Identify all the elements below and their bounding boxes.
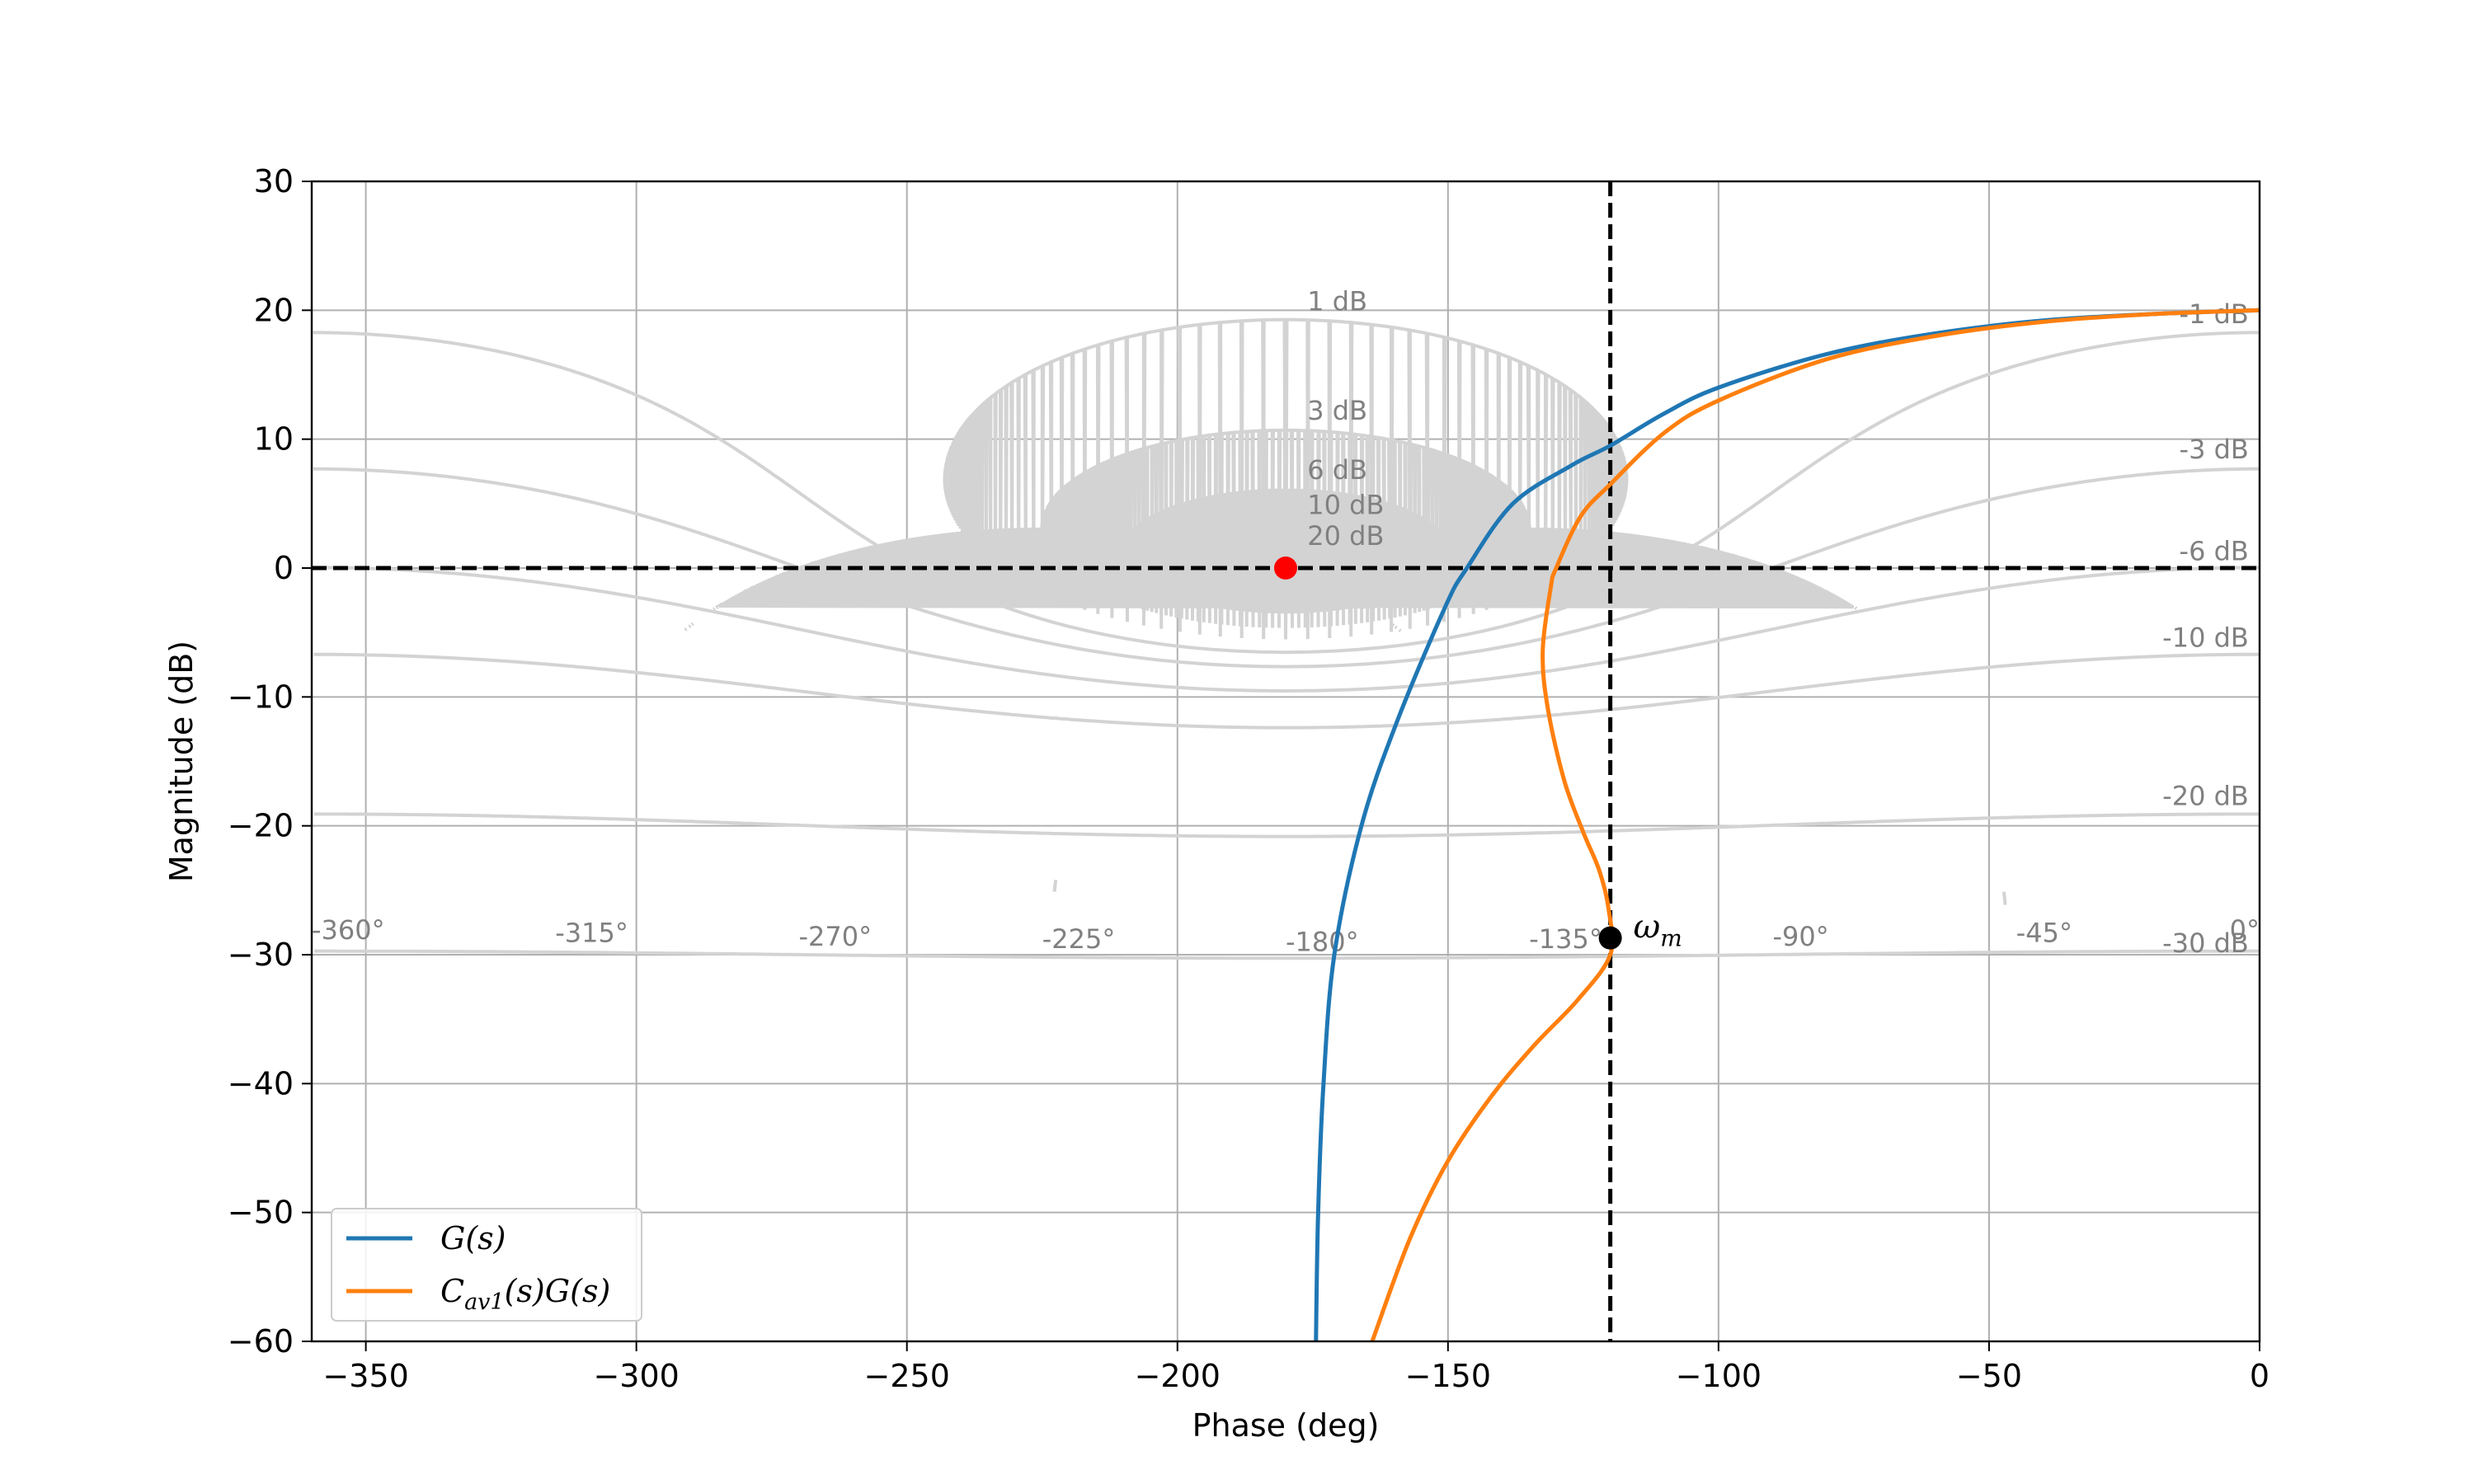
m-contour [314,812,2260,838]
y-tick-label: 0 [274,550,294,586]
phase-contour-label: -45° [2016,917,2072,948]
phase-contour-label: -90° [1773,921,1829,952]
phase-contour-label: -270° [799,921,872,952]
m-contour [1040,428,1531,628]
y-tick-label: −50 [228,1195,294,1231]
x-tick-label: 0 [2250,1358,2269,1394]
n-contour [684,527,1402,632]
legend: G(s) Cav1(s)G(s) [331,1208,642,1322]
y-tick-label: 10 [254,421,294,458]
phase-contour-label: -225° [1042,923,1116,955]
m-contour [1121,488,1451,614]
marker-1 [1598,926,1622,950]
markers: ωm [1274,556,1682,952]
legend-label: Cav1(s)G(s) [440,1273,610,1315]
gain-contour-label: 10 dB [1307,489,1384,520]
gain-contour-label: 20 dB [1307,520,1384,552]
m-contour [313,331,2260,655]
x-tick-label: −350 [322,1358,408,1394]
x-axis-label: Phase (deg) [1192,1407,1380,1444]
y-tick-label: −20 [228,808,294,844]
m-contour [313,566,2260,693]
axis-ticks: −350 −300 −250 −200 −150 −100 −50 0 30 20 10 0 −10 −2… [228,163,2269,1394]
gain-contour-label: -10 dB [2162,622,2249,653]
marker-0 [1274,556,1297,580]
x-tick-label: −150 [1405,1358,1491,1394]
gain-contour-label: 3 dB [1307,395,1367,426]
series-line-0 [1314,308,2260,1341]
phase-contour-label: -180° [1286,926,1359,957]
gain-contour-label: -20 dB [2162,781,2249,812]
marker-label: ωm [1634,909,1682,952]
y-tick-label: 30 [254,163,294,200]
gain-contour-label: 1 dB [1307,285,1367,317]
series-line-1 [1370,308,2260,1341]
x-tick-label: −50 [1956,1358,2022,1394]
m-contour [314,949,2260,960]
y-tick-label: −10 [228,679,294,715]
plot-frame [310,180,2261,1343]
x-tick-label: −250 [864,1358,950,1394]
gain-contour-label: -3 dB [2180,434,2249,465]
gain-contour-label: -6 dB [2180,536,2249,567]
phase-contour-label: -315° [555,917,628,948]
series-lines [1314,308,2260,1341]
x-tick-label: −100 [1676,1358,1761,1394]
y-axis-label: Magnitude (dB) [163,641,200,882]
m-contour [313,467,2260,669]
y-tick-label: −40 [228,1065,294,1101]
m-contour [943,317,1629,640]
gain-contour-label: -30 dB [2162,928,2249,959]
phase-contour-label: 0° [2230,914,2260,946]
gain-contour-label: 6 dB [1307,454,1367,486]
phase-contour-label: -360° [312,914,385,946]
m-contour [313,652,2260,730]
x-tick-label: −200 [1135,1358,1221,1394]
y-tick-label: −30 [228,937,294,973]
y-tick-label: 20 [254,292,294,328]
phase-contour-label: -135° [1529,923,1602,955]
y-tick-label: −60 [228,1323,294,1360]
legend-label: G(s) [440,1220,506,1256]
n-contour [0,529,58,905]
x-tick-label: −300 [593,1358,679,1394]
